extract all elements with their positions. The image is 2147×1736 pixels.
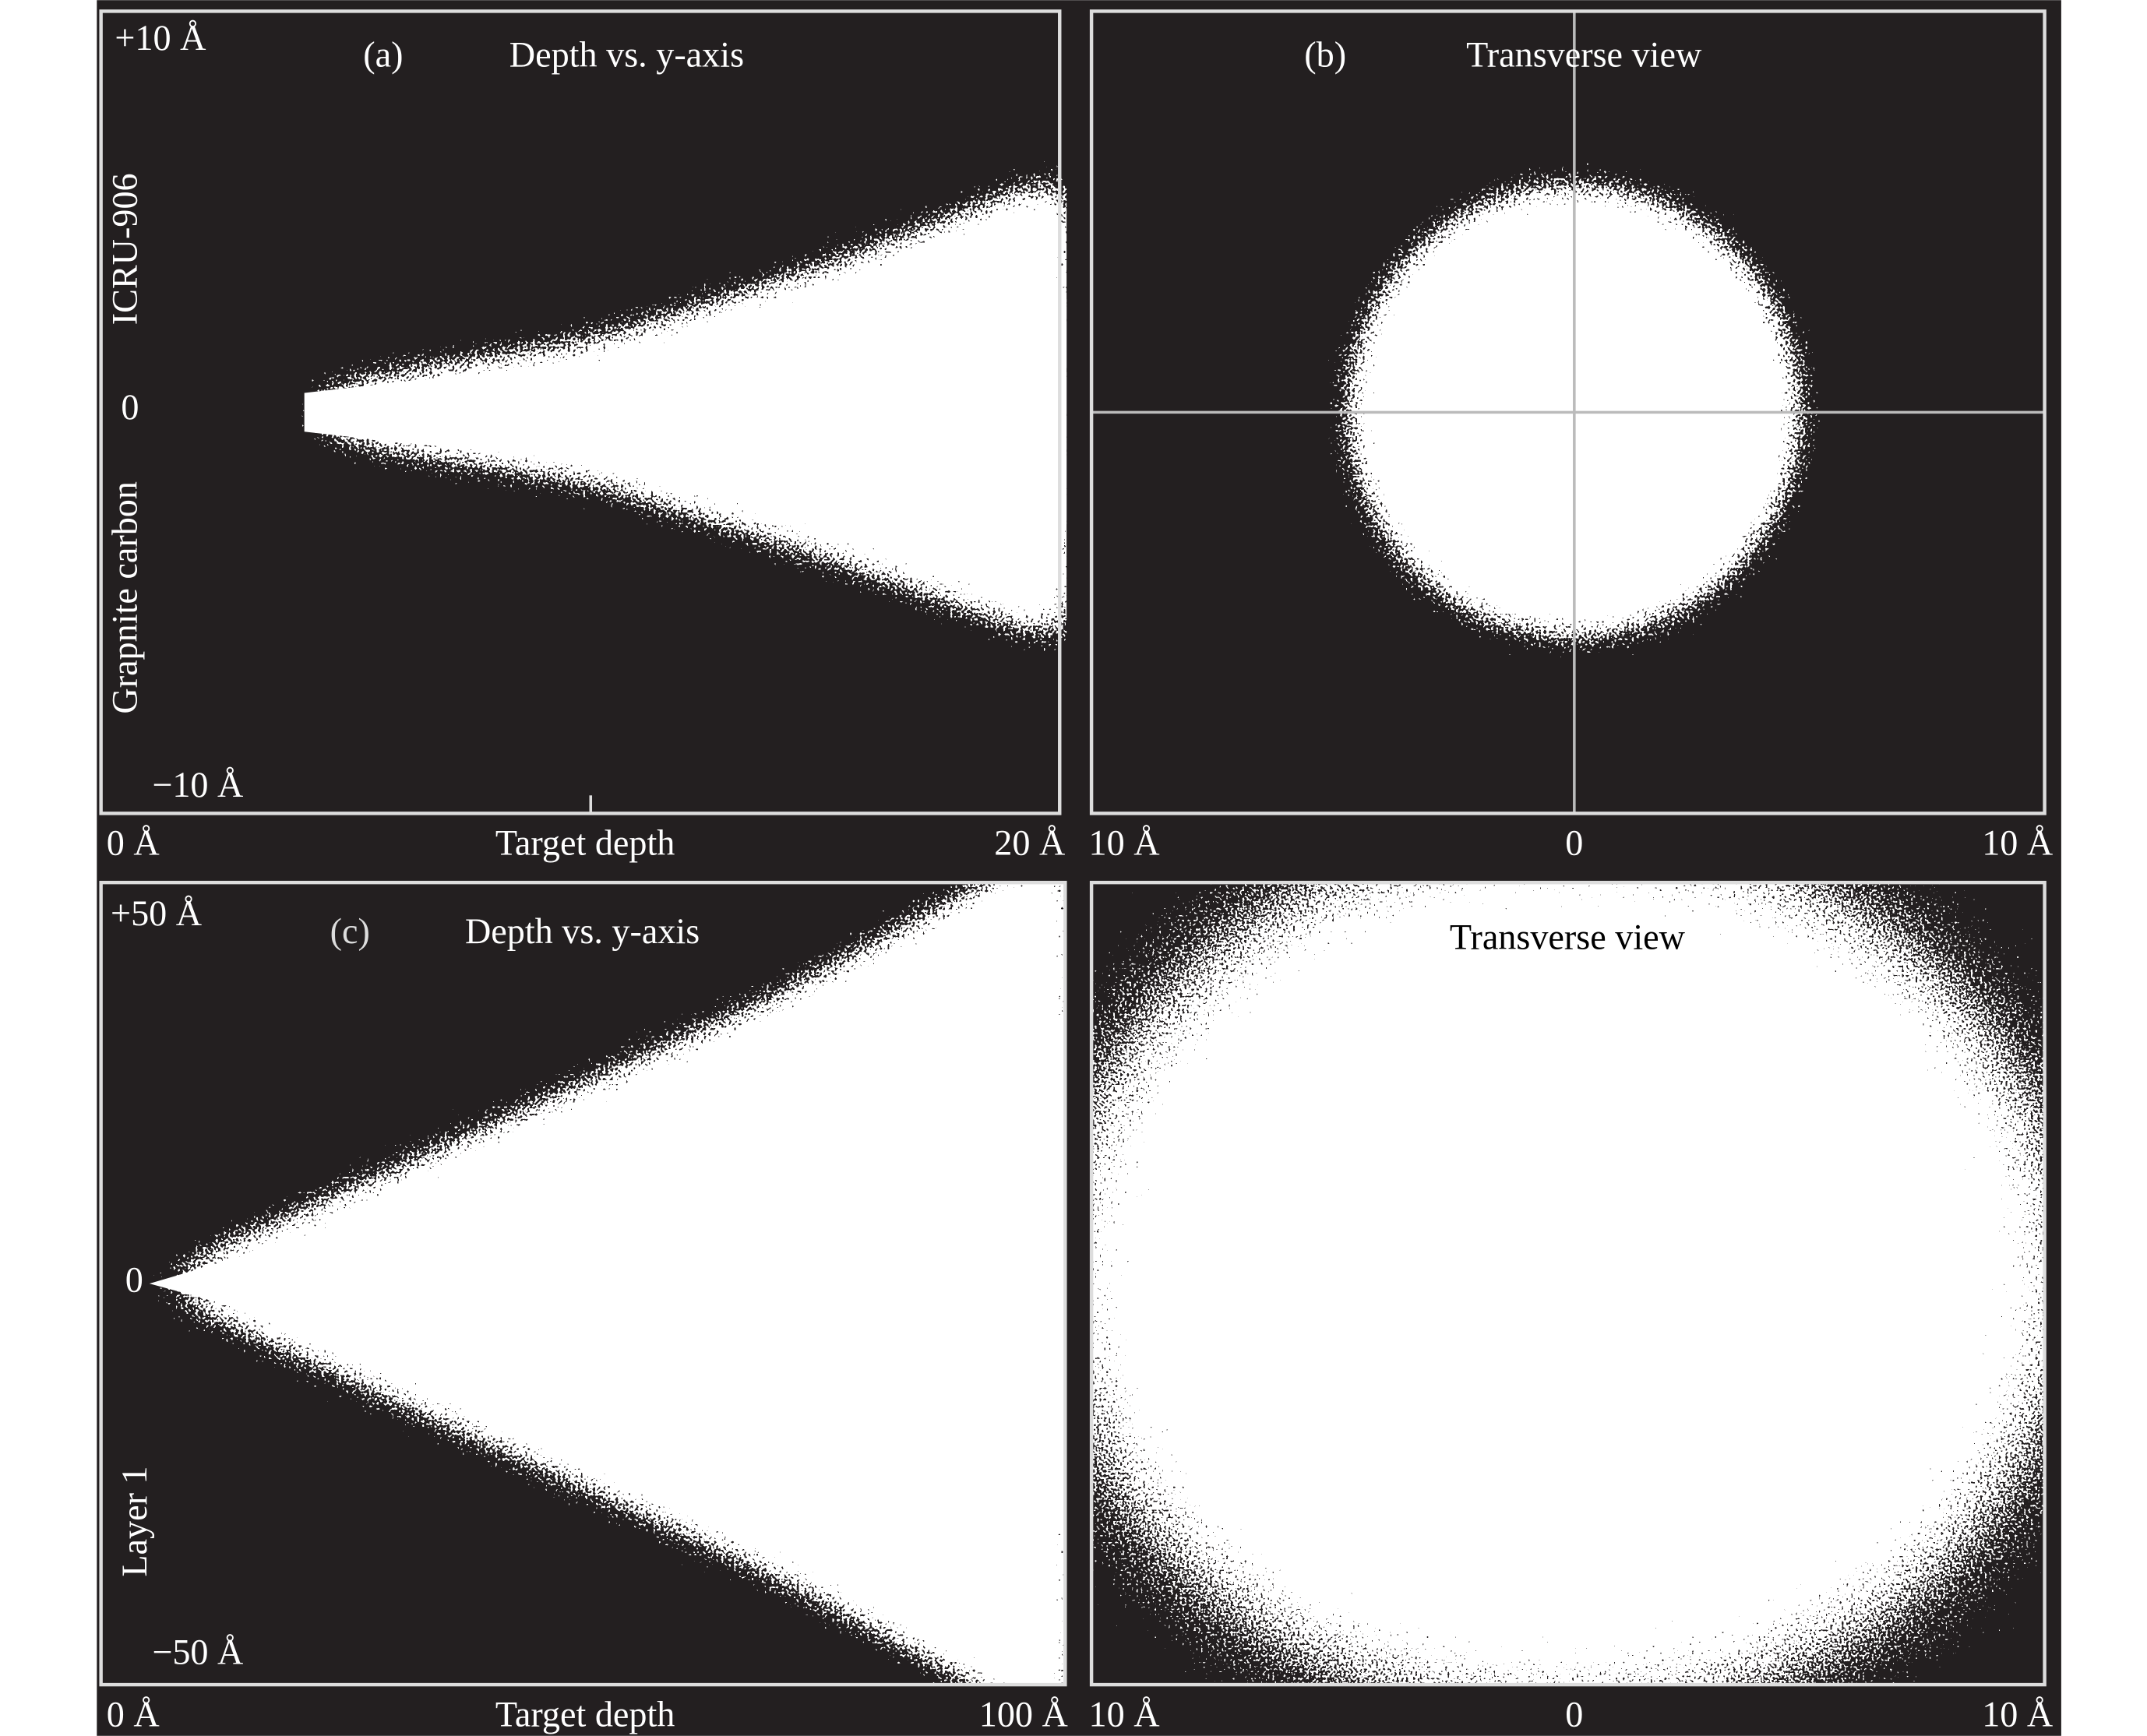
panel-frame — [1089, 880, 2047, 1687]
cloud-a — [304, 171, 1067, 646]
x-label: 0 — [1565, 823, 1583, 863]
panel-label: (d) — [1310, 917, 1352, 956]
y-label: 0 — [121, 387, 139, 427]
x-label: 10 Å — [1982, 1694, 2053, 1734]
x-label: 0 — [1565, 1694, 1583, 1734]
panel-label: (a) — [363, 34, 403, 74]
cloud-d — [1092, 883, 2045, 1684]
panel-frame — [99, 9, 1062, 815]
x-label: Target depth — [495, 1694, 675, 1734]
panel-title: Transverse view — [1466, 34, 1702, 74]
panel-title: Depth vs. y-axis — [509, 34, 744, 74]
side-label: Layer 1 — [115, 1466, 154, 1576]
y-label: −50 Å — [152, 1632, 243, 1671]
x-label: 0 Å — [107, 823, 160, 863]
y-label: −10 Å — [152, 765, 243, 805]
x-label: 20 Å — [994, 823, 1065, 863]
x-label: 0 Å — [107, 1694, 160, 1734]
side-label: ICRU-906 — [105, 173, 145, 325]
cloud-c — [138, 883, 1067, 1684]
panel-frame — [99, 880, 1067, 1687]
x-label: 100 Å — [979, 1694, 1068, 1734]
y-label: 0 — [125, 1260, 143, 1300]
side-label: Grapnite carbon — [105, 481, 145, 714]
cloud-b — [1092, 12, 2045, 812]
panel-title: Transverse view — [1450, 917, 1686, 956]
x-label: 10 Å — [1089, 1694, 1160, 1734]
x-label: Target depth — [495, 823, 675, 863]
panel-label: (b) — [1304, 34, 1346, 74]
x-label: 10 Å — [1982, 823, 2053, 863]
y-label: +10 Å — [115, 18, 206, 58]
panel-label: (c) — [330, 911, 370, 951]
panel-frame — [1089, 9, 2047, 815]
panel-title: Depth vs. y-axis — [465, 911, 700, 951]
x-label: 10 Å — [1089, 823, 1160, 863]
y-label: +50 Å — [111, 893, 202, 933]
title-box — [1425, 917, 1713, 960]
